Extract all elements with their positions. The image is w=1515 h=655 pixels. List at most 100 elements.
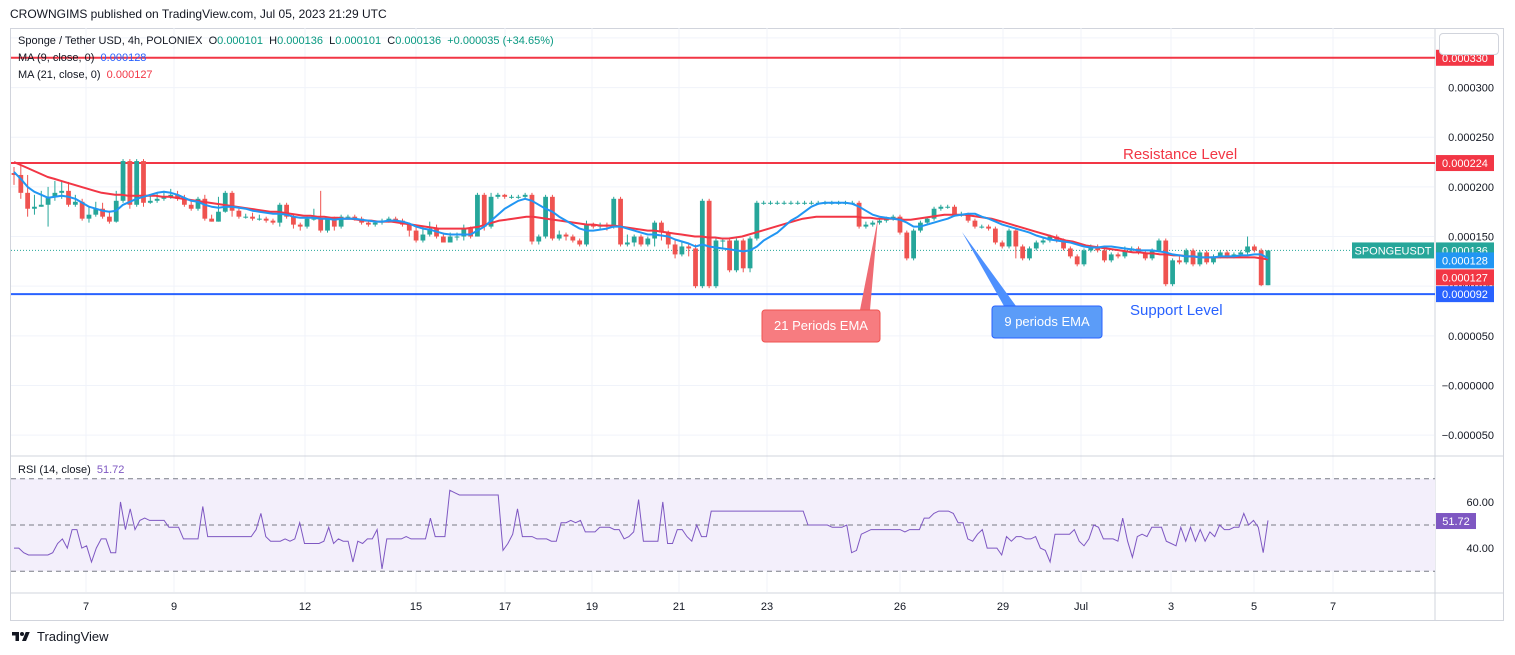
candle-body [1040, 240, 1046, 243]
time-tick-label: 7 [83, 601, 89, 613]
candle-body [32, 206, 37, 209]
candle-body [352, 216, 358, 219]
candle-body [645, 238, 651, 245]
time-tick-label: 21 [673, 601, 685, 613]
candle-body [413, 230, 419, 241]
candle-body [502, 194, 508, 197]
candle-body [781, 202, 787, 204]
candle-body [1177, 260, 1182, 263]
candle-body [372, 222, 378, 225]
rsi-tick-label: 60.00 [1466, 497, 1494, 509]
candle-body [406, 224, 412, 231]
candle-body [495, 194, 501, 197]
rsi-value: 51.72 [96, 464, 125, 476]
candle-body [611, 198, 617, 227]
candle-body [297, 224, 303, 227]
candle-body [195, 198, 201, 209]
candle-body [468, 228, 474, 237]
candle-body [1163, 240, 1169, 285]
ma9-legend[interactable]: MA (9, close, 0) 0.000128 [18, 52, 146, 64]
low-label: L [329, 35, 336, 47]
candle-body [713, 240, 719, 287]
last-price-tag-label: 0.000136 [1442, 245, 1488, 257]
time-tick-label: 19 [586, 601, 598, 613]
time-tick-label: 26 [894, 601, 906, 613]
price-tick-label: 0.000150 [1448, 232, 1494, 244]
candle-body [624, 242, 630, 245]
candle-body [447, 236, 453, 243]
footer-brand[interactable]: TradingView [10, 629, 109, 644]
candle-body [107, 216, 112, 222]
candle-body [11, 172, 17, 175]
time-tick-label: Jul [1074, 601, 1088, 613]
candle-body [1149, 250, 1155, 259]
support-tag-label: 0.000092 [1442, 289, 1488, 301]
close-value: 0.000136 [395, 35, 442, 47]
candle-body [168, 194, 174, 197]
candle-body [550, 196, 555, 239]
rsi-legend[interactable]: RSI (14, close) 51.72 [18, 464, 124, 476]
resistance-tag-box [1436, 155, 1494, 172]
candle-body [1142, 252, 1148, 259]
candle-body [1074, 256, 1080, 265]
candle-body [952, 206, 957, 215]
ma21-label: MA (21, close, 0) [18, 69, 101, 81]
ema9-callout-pointer [962, 232, 1016, 306]
candle-body [291, 216, 296, 225]
candle-body [1251, 246, 1257, 251]
ma9-value: 0.000128 [100, 52, 147, 64]
candle-body [475, 194, 480, 237]
candle-body [263, 218, 269, 221]
candle-body [938, 206, 944, 209]
candle-body [1081, 250, 1087, 265]
time-tick-label: 17 [499, 601, 511, 613]
footer-brand-label: TradingView [37, 629, 109, 644]
candle-body [1108, 254, 1114, 261]
ma21-legend[interactable]: MA (21, close, 0) 0.000127 [18, 69, 153, 81]
candle-body [147, 200, 153, 203]
candle-body [1156, 240, 1162, 251]
candle-body [706, 200, 712, 287]
candle-body [761, 202, 767, 204]
candle-body [1067, 248, 1073, 257]
resistance-tag-label: 0.000224 [1442, 158, 1488, 170]
ema9-callout-box [991, 305, 1103, 339]
high-value: 0.000136 [277, 35, 323, 47]
candle-body [556, 234, 562, 239]
candle-body [1102, 250, 1107, 261]
candle-body [100, 208, 105, 217]
candle-body [904, 232, 910, 259]
symbol-tag-box [1352, 242, 1434, 259]
candle-body [924, 218, 930, 223]
price-tick-label: 0.000200 [1448, 182, 1494, 194]
candle-body [911, 230, 916, 259]
candle-body [727, 240, 732, 271]
candle-body [945, 206, 951, 208]
change-value: +0.000035 (+34.65%) [447, 35, 554, 47]
ma21-value: 0.000127 [106, 69, 153, 81]
candle-body [25, 192, 31, 209]
candle-body [1258, 250, 1264, 286]
candle-body [222, 192, 228, 212]
candle-body [1061, 240, 1066, 249]
candle-body [897, 216, 903, 233]
candle-body [590, 224, 596, 227]
high-label: H [269, 35, 278, 47]
symbol-title[interactable]: Sponge / Tether USD, 4h, POLONIEX [18, 35, 203, 47]
candle-body [325, 218, 330, 231]
candle-body [181, 198, 187, 205]
resistance-level-label: Resistance Level [1123, 146, 1237, 163]
candle-body [154, 198, 160, 201]
candle-body [672, 244, 678, 255]
candle-body [863, 224, 869, 227]
support-tag-box [1436, 286, 1494, 303]
candle-body [175, 194, 180, 199]
resistance-top-tag-label: 0.000330 [1442, 53, 1488, 65]
candle-body [440, 236, 446, 243]
candle-body [877, 220, 882, 223]
candle-body [584, 224, 589, 245]
candle-body [454, 236, 460, 238]
candle-body [1115, 254, 1121, 257]
scale-settings-button[interactable] [1439, 33, 1499, 55]
